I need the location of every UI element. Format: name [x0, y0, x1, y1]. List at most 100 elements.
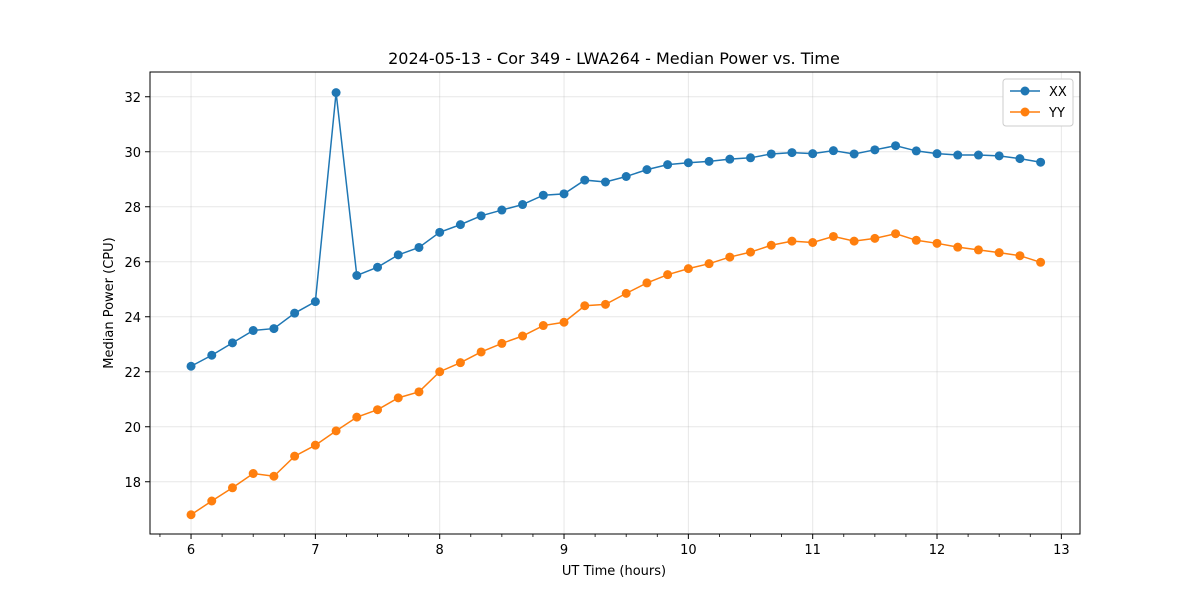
- data-point-xx: [1015, 154, 1025, 164]
- x-tick-label: 13: [1053, 543, 1070, 558]
- y-tick-label: 18: [124, 476, 141, 491]
- x-tick-label: 12: [929, 543, 946, 558]
- data-point-yy: [373, 405, 383, 415]
- series-line-xx: [190, 92, 1041, 367]
- data-point-xx: [455, 220, 465, 230]
- legend-marker-xx: [1020, 86, 1030, 96]
- data-point-yy: [538, 321, 548, 331]
- y-axis-label: Median Power (CPU): [102, 237, 117, 368]
- data-point-yy: [663, 270, 673, 280]
- data-point-xx: [414, 242, 424, 252]
- data-point-xx: [932, 149, 942, 159]
- data-point-yy: [352, 412, 362, 422]
- data-point-xx: [973, 150, 983, 160]
- data-point-xx: [538, 190, 548, 200]
- data-point-xx: [849, 149, 859, 159]
- data-point-xx: [497, 205, 507, 215]
- data-point-yy: [518, 331, 528, 341]
- data-point-xx: [621, 172, 631, 181]
- data-point-xx: [248, 326, 258, 335]
- data-point-xx: [310, 297, 320, 307]
- data-point-xx: [476, 211, 486, 221]
- data-point-yy: [455, 358, 465, 368]
- grid: [150, 72, 1080, 534]
- data-point-yy: [269, 471, 279, 481]
- data-point-xx: [435, 227, 445, 237]
- x-tick-label: 8: [436, 543, 444, 558]
- x-tick-label: 6: [187, 543, 195, 558]
- data-point-yy: [497, 338, 507, 348]
- data-point-yy: [1015, 251, 1025, 261]
- data-point-xx: [704, 156, 714, 166]
- data-point-yy: [642, 278, 652, 288]
- data-point-xx: [186, 361, 196, 371]
- data-point-xx: [787, 148, 797, 158]
- data-point-xx: [725, 154, 735, 164]
- data-point-yy: [870, 233, 880, 243]
- data-point-xx: [994, 151, 1004, 161]
- legend-label-xx: XX: [1049, 85, 1067, 100]
- data-point-xx: [953, 150, 963, 160]
- data-point-xx: [393, 250, 403, 260]
- data-point-yy: [849, 236, 859, 246]
- legend-marker-yy: [1020, 107, 1030, 117]
- data-point-yy: [331, 426, 341, 436]
- y-tick-label: 30: [124, 146, 141, 161]
- data-point-yy: [476, 347, 486, 357]
- data-point-yy: [414, 387, 424, 397]
- data-point-xx: [808, 149, 818, 159]
- data-point-yy: [580, 301, 590, 311]
- data-point-yy: [787, 236, 797, 246]
- data-point-yy: [973, 245, 983, 255]
- legend-label-yy: YY: [1048, 106, 1065, 121]
- data-point-yy: [746, 247, 756, 257]
- data-point-xx: [1036, 157, 1046, 167]
- data-point-yy: [600, 299, 610, 309]
- plot-frame: [149, 71, 1081, 535]
- data-point-xx: [683, 158, 693, 168]
- y-tick-label: 22: [124, 366, 141, 381]
- data-point-xx: [870, 145, 880, 155]
- data-point-yy: [828, 231, 838, 241]
- data-point-yy: [1036, 257, 1046, 267]
- y-tick-label: 24: [124, 311, 141, 326]
- data-point-yy: [808, 238, 818, 247]
- data-point-xx: [828, 146, 838, 156]
- data-point-xx: [746, 153, 756, 163]
- data-point-yy: [186, 510, 196, 520]
- x-axis-label: UT Time (hours): [562, 564, 666, 579]
- data-point-yy: [683, 264, 693, 274]
- axis-ticks: 6 7 8 9 10 11 12 13 18 20 22 24 26 28 30 32: [124, 91, 1069, 558]
- data-point-xx: [642, 165, 652, 175]
- data-point-yy: [435, 367, 445, 377]
- data-point-xx: [580, 175, 590, 185]
- data-point-yy: [290, 451, 300, 461]
- x-tick-label: 7: [311, 543, 319, 558]
- y-tick-label: 20: [124, 421, 141, 436]
- data-point-xx: [207, 350, 217, 360]
- data-point-yy: [932, 238, 942, 248]
- data-point-yy: [891, 229, 901, 239]
- data-point-xx: [331, 88, 341, 98]
- data-point-yy: [766, 240, 776, 250]
- data-point-xx: [269, 324, 279, 334]
- data-point-xx: [559, 189, 569, 199]
- x-tick-label: 9: [560, 543, 568, 558]
- data-point-xx: [766, 149, 776, 159]
- data-point-yy: [559, 317, 569, 327]
- data-point-yy: [994, 248, 1004, 258]
- y-tick-label: 26: [124, 256, 141, 271]
- data-point-yy: [248, 469, 258, 478]
- data-point-yy: [911, 235, 921, 245]
- data-point-xx: [518, 200, 528, 210]
- data-point-xx: [600, 177, 610, 187]
- y-tick-label: 32: [124, 91, 141, 106]
- legend: XX YY: [1002, 78, 1074, 127]
- data-point-yy: [393, 393, 403, 403]
- y-tick-label: 28: [124, 201, 141, 216]
- data-point-xx: [227, 338, 237, 348]
- data-point-yy: [227, 483, 237, 493]
- x-tick-label: 10: [680, 543, 697, 558]
- data-point-yy: [725, 252, 735, 262]
